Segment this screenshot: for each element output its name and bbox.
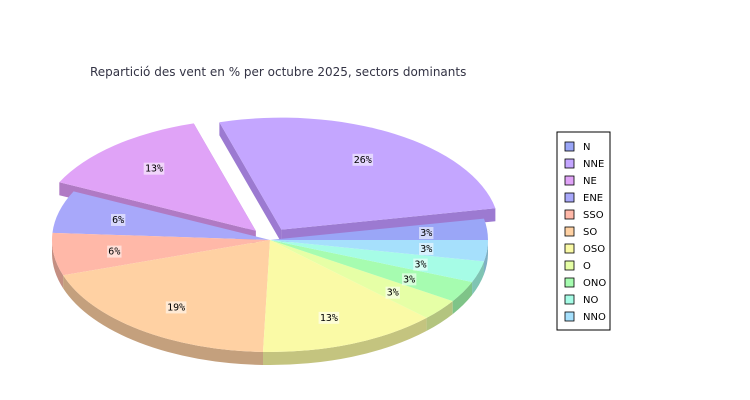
label-bg-so <box>165 301 187 314</box>
label-bg-ono <box>401 273 417 286</box>
pie-labels: 3% 26% 13% 6% 6% 19% 13% 3% 3% 3% 3% <box>107 153 434 324</box>
slice-side-sso <box>52 240 64 289</box>
legend-label-n: N <box>583 142 590 153</box>
slice-no <box>270 240 484 283</box>
slice-label-ono: 3% <box>403 274 415 285</box>
label-bg-ne <box>143 162 165 175</box>
slice-n <box>270 218 488 240</box>
label-bg-sso <box>107 245 122 258</box>
slice-ono <box>270 240 473 302</box>
legend-label-so: SO <box>583 227 597 238</box>
legend-label-sso: SSO <box>583 210 604 221</box>
legend-swatch-nno <box>564 311 575 322</box>
slice-side-nno <box>483 240 488 275</box>
slice-label-o: 3% <box>387 288 399 299</box>
legend-swatch-nne <box>564 158 575 169</box>
label-bg-n <box>419 227 434 240</box>
slice-label-n: 3% <box>420 228 432 239</box>
legend-swatch-no <box>564 294 575 305</box>
slice-label-sso: 6% <box>108 247 120 258</box>
slice-nno <box>270 240 488 262</box>
legend: N NNE NE ENE SSO SO OSO O ONO NO NNO <box>556 131 611 331</box>
legend-label-nne: NNE <box>583 159 604 170</box>
label-bg-no <box>413 258 428 271</box>
slice-cut-nne-1 <box>219 122 282 243</box>
legend-swatch-n <box>564 141 575 152</box>
legend-swatch-ono <box>564 277 575 288</box>
slice-label-oso: 13% <box>320 313 338 324</box>
legend-label-ene: ENE <box>583 193 603 204</box>
slice-so <box>63 240 270 352</box>
slice-label-ne: 13% <box>145 164 163 175</box>
slice-sso <box>51 232 270 276</box>
label-bg-o <box>385 286 400 299</box>
slice-label-nne: 26% <box>354 155 372 166</box>
legend-label-ono: ONO <box>583 278 606 289</box>
slice-nne <box>219 117 496 230</box>
slice-side-ono <box>452 282 473 315</box>
legend-swatch-ene <box>564 192 575 203</box>
chart-title: Repartició des vent en % per octubre 202… <box>90 65 466 79</box>
slice-ene <box>52 191 270 240</box>
label-bg-oso <box>318 311 340 324</box>
slice-label-nno: 3% <box>420 244 432 255</box>
pie-slices <box>51 117 496 352</box>
slice-oso <box>263 240 427 352</box>
label-bg-ene <box>110 213 126 226</box>
slice-side-no <box>472 261 484 296</box>
slice-label-so: 19% <box>167 302 185 313</box>
label-bg-nne <box>352 153 374 166</box>
slice-side-so <box>63 275 264 365</box>
legend-label-no: NO <box>583 295 598 306</box>
slice-label-no: 3% <box>414 260 426 271</box>
legend-label-oso: OSO <box>583 244 605 255</box>
legend-swatch-o <box>564 260 575 271</box>
legend-swatch-sso <box>564 209 575 220</box>
slice-side-o <box>426 301 453 331</box>
slice-o <box>270 240 453 318</box>
legend-label-o: O <box>583 261 591 272</box>
legend-label-nno: NNO <box>583 312 606 323</box>
slice-side-oso <box>263 317 427 365</box>
label-bg-nno <box>419 242 434 255</box>
slice-label-ene: 6% <box>112 215 124 226</box>
legend-swatch-oso <box>564 243 575 254</box>
legend-swatch-ne <box>564 175 575 186</box>
legend-swatch-so <box>564 226 575 237</box>
legend-label-ne: NE <box>583 176 597 187</box>
slice-ne <box>59 123 256 231</box>
